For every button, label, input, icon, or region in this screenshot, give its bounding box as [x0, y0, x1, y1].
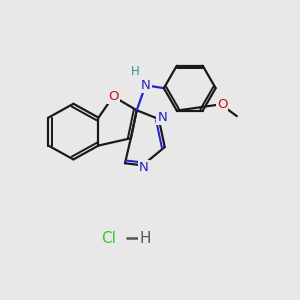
Text: Cl: Cl — [101, 231, 116, 246]
Text: N: N — [139, 161, 149, 174]
Text: O: O — [108, 90, 119, 103]
Text: H: H — [140, 231, 151, 246]
Text: N: N — [158, 111, 167, 124]
Text: N: N — [141, 79, 151, 92]
Text: H: H — [131, 65, 140, 79]
Text: O: O — [217, 98, 227, 111]
